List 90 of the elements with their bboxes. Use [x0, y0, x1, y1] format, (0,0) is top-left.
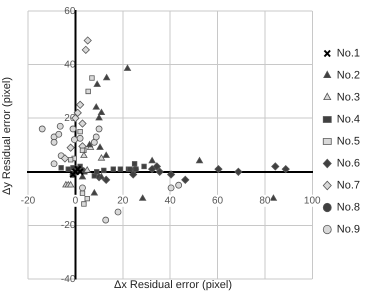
point	[129, 170, 138, 178]
point	[78, 120, 86, 128]
point	[90, 189, 98, 196]
point	[214, 165, 222, 174]
legend-label: No.1	[336, 48, 360, 60]
x-tick-label: 80	[259, 196, 271, 207]
point	[38, 126, 46, 132]
point	[92, 173, 97, 178]
y-tick-label: 60	[64, 6, 76, 17]
point	[81, 201, 87, 207]
point	[92, 134, 100, 140]
point	[80, 190, 86, 196]
point	[118, 166, 124, 172]
point	[110, 166, 116, 172]
point	[102, 176, 110, 184]
point	[282, 165, 290, 174]
y-axis-title: Δy Residual error (pixel)	[1, 76, 13, 197]
x-tick-label: 60	[212, 196, 224, 207]
point	[86, 141, 94, 148]
point	[90, 138, 98, 146]
point	[139, 194, 146, 201]
point	[60, 154, 69, 162]
point	[76, 100, 84, 109]
point	[96, 114, 103, 120]
legend-label: No.6	[336, 158, 360, 170]
point	[156, 168, 164, 176]
point	[84, 166, 91, 173]
point	[196, 157, 204, 164]
point	[124, 64, 132, 71]
x-axis-title: Δx Residual error (pixel)	[114, 279, 232, 291]
point	[66, 144, 75, 152]
point	[84, 36, 92, 44]
point	[56, 122, 64, 130]
point	[114, 208, 122, 216]
point	[89, 75, 95, 81]
point	[71, 136, 78, 144]
point	[175, 182, 182, 189]
point	[133, 166, 139, 172]
x-tick-label: 40	[164, 196, 176, 207]
point	[102, 152, 110, 158]
point	[152, 162, 161, 170]
point	[50, 138, 58, 146]
point	[84, 196, 90, 202]
point	[96, 126, 102, 132]
point	[234, 168, 242, 176]
point	[141, 164, 147, 170]
point	[76, 134, 84, 142]
x-tick-label: 20	[117, 196, 129, 207]
legend-label: No.8	[336, 202, 360, 214]
point	[168, 184, 174, 192]
legend-label: No.3	[336, 92, 360, 104]
point	[74, 108, 82, 117]
point	[67, 181, 74, 188]
point	[82, 46, 90, 54]
point	[132, 161, 138, 166]
point	[271, 162, 280, 170]
point	[181, 176, 190, 184]
point	[94, 80, 101, 87]
point	[80, 152, 88, 158]
point	[98, 108, 105, 116]
y-tick-label: -40	[60, 274, 76, 285]
point	[70, 126, 76, 132]
point	[98, 173, 105, 180]
point	[58, 165, 64, 170]
point	[103, 74, 110, 80]
legend-label: No.4	[336, 114, 360, 126]
point	[270, 194, 277, 201]
point	[98, 154, 105, 161]
point	[148, 165, 156, 174]
point	[77, 128, 83, 134]
point	[66, 166, 71, 172]
point	[167, 170, 176, 178]
point	[92, 103, 100, 110]
point	[96, 144, 104, 150]
point	[55, 130, 62, 138]
legend-label: No.5	[336, 136, 360, 148]
point	[148, 157, 156, 164]
x-tick-label: -20	[20, 196, 36, 207]
legend-label: No.9	[336, 224, 360, 236]
point	[86, 88, 91, 94]
point	[68, 157, 74, 162]
legend-label: No.2	[336, 70, 360, 82]
point	[50, 160, 58, 168]
point	[101, 168, 106, 174]
x-tick-label: 100	[304, 196, 322, 207]
legend-label: No.7	[336, 180, 360, 192]
x-tick-label: 0	[72, 196, 79, 207]
point	[94, 169, 100, 174]
point	[79, 184, 86, 192]
point	[102, 216, 110, 224]
